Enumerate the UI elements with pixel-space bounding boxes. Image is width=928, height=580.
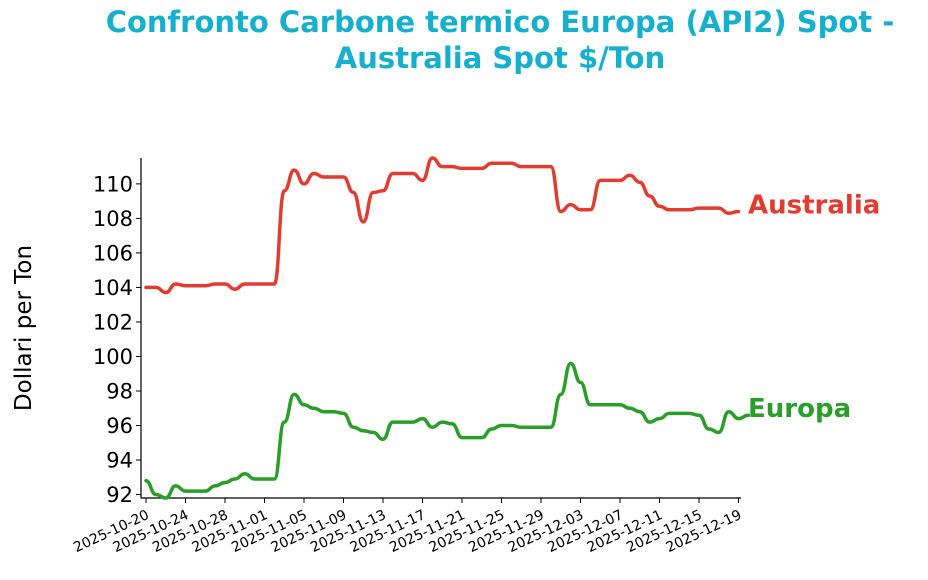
y-tick-label: 92 bbox=[106, 483, 133, 507]
y-tick-label: 98 bbox=[106, 379, 133, 403]
chart-title: Confronto Carbone termico Europa (API2) … bbox=[0, 4, 928, 76]
y-tick-label: 110 bbox=[93, 172, 133, 196]
chart-title-line-2: Australia Spot $/Ton bbox=[334, 41, 666, 75]
series-line-australia bbox=[144, 156, 741, 295]
y-tick-label: 100 bbox=[93, 345, 133, 369]
series-line-europa bbox=[144, 361, 751, 500]
y-tick-label: 108 bbox=[93, 207, 133, 231]
series-label-australia: Australia bbox=[748, 191, 880, 221]
y-tick-label: 104 bbox=[93, 276, 133, 300]
series-label-europa: Europa bbox=[748, 394, 851, 424]
y-tick-label: 94 bbox=[106, 449, 133, 473]
chart-title-line-1: Confronto Carbone termico Europa (API2) … bbox=[105, 5, 895, 39]
y-tick-label: 96 bbox=[106, 414, 133, 438]
y-tick-label: 102 bbox=[93, 310, 133, 334]
y-axis-label: Dollari per Ton bbox=[11, 245, 37, 411]
series-lines bbox=[144, 156, 751, 500]
series-end-labels: Australia Europa bbox=[748, 191, 880, 425]
chart-axes bbox=[140, 158, 741, 499]
y-tick-label: 106 bbox=[93, 241, 133, 265]
